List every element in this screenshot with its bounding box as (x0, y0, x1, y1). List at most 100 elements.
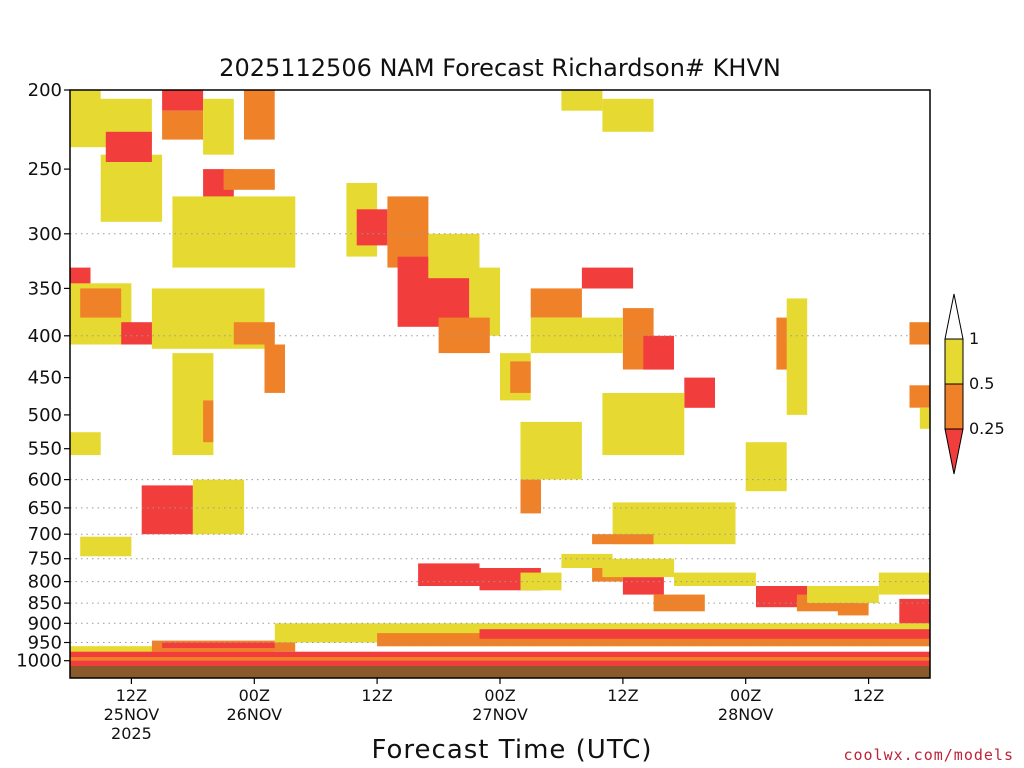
ri-region-low-57 (622, 577, 664, 595)
y-tick-label-800: 800 (28, 572, 62, 593)
ri-region-high-60 (674, 572, 756, 586)
y-tick-label-300: 300 (28, 224, 62, 245)
ri-region-low-69 (162, 642, 275, 649)
ri-region-high-52 (919, 407, 930, 429)
x-tick-label-54-0: 12Z (607, 686, 638, 705)
y-tick-label-850: 850 (28, 593, 62, 614)
y-tick-label-500: 500 (28, 405, 62, 426)
richardson-bins-layer (70, 90, 931, 666)
ri-region-low-20 (141, 485, 193, 535)
y-tick-label-900: 900 (28, 613, 62, 634)
y-tick-label-750: 750 (28, 549, 62, 570)
ri-region-high-9 (172, 196, 296, 268)
ri-region-mid-25 (387, 196, 429, 268)
y-tick-label-1000: 1000 (16, 651, 62, 672)
ri-region-mid-51 (909, 385, 930, 408)
ri-region-low-61 (756, 586, 808, 608)
y-tick-label-600: 600 (28, 470, 62, 491)
ri-region-high-49 (602, 98, 654, 132)
ri-region-mid-43 (520, 479, 541, 514)
colorbar-label-0.5: 0.5 (969, 374, 994, 393)
ri-region-high-22 (80, 536, 132, 557)
ri-region-mid-6 (244, 90, 275, 140)
colorbar-bin-0.25-0.5 (944, 383, 964, 430)
colorbar-legend: 1 0.5 0.25 (944, 293, 1005, 475)
colorbar-label-0.25: 0.25 (969, 419, 1005, 438)
ri-region-high-65 (878, 572, 930, 595)
y-axis-ticks: 200 250 300 350 400 450 500 550 600 650 700 7508008… (16, 80, 70, 672)
ri-region-high-42 (520, 421, 582, 480)
ri-region-low-34 (581, 267, 634, 289)
plot-area (69, 89, 931, 679)
ri-region-low-36 (643, 335, 674, 370)
ri-region-low-66 (899, 598, 930, 624)
ri-region-high-5 (203, 98, 234, 155)
x-tick-label-6-0: 12Z (116, 686, 147, 705)
ri-region-mid-29 (438, 317, 490, 354)
x-tick-label-66-0: 00Z (730, 686, 761, 705)
colorbar-bin-below-0.25 (944, 428, 964, 475)
ri-region-mid-4 (162, 110, 204, 140)
ri-region-high-1 (100, 154, 163, 222)
ri-region-high-63 (807, 586, 879, 604)
y-tick-label-350: 350 (28, 278, 62, 299)
colorbar-label-1: 1 (969, 329, 979, 348)
ri-region-low-37 (684, 377, 715, 408)
ri-region-low-73 (70, 651, 930, 661)
ri-region-low-75 (70, 660, 930, 666)
ri-region-mid-64 (837, 603, 869, 616)
y-tick-label-400: 400 (28, 326, 62, 347)
ri-region-high-41 (561, 553, 613, 568)
y-tick-label-250: 250 (28, 159, 62, 180)
credit-link[interactable]: coolwx.com/models (843, 746, 1014, 764)
x-axis-title: Forecast Time (UTC) (371, 735, 652, 765)
ri-region-mid-58 (653, 594, 705, 612)
ri-region-low-24 (356, 209, 388, 246)
x-tick-label-42-1: 27NOV (472, 705, 528, 724)
ri-region-low-3 (162, 90, 204, 111)
ri-region-low-72 (479, 629, 930, 639)
x-tick-label-6-2: 2025 (111, 724, 152, 743)
ri-region-mid-16 (264, 344, 285, 393)
x-tick-label-42-0: 00Z (484, 686, 515, 705)
ri-region-mid-74 (70, 657, 930, 663)
y-tick-label-950: 950 (28, 633, 62, 654)
x-tick-label-78-0: 12Z (853, 686, 884, 705)
ri-region-low-2 (105, 131, 152, 162)
chart-title: 2025112506 NAM Forecast Richardson# KHVN (219, 54, 781, 82)
x-tick-label-30-0: 12Z (361, 686, 392, 705)
ri-region-mid-40 (592, 534, 654, 545)
colorbar-bin-0.5-1 (944, 338, 964, 385)
gridlines-layer (70, 233, 930, 643)
ri-region-high-47 (70, 90, 101, 111)
ri-region-high-48 (561, 90, 603, 111)
ri-region-mid-15 (233, 322, 275, 345)
ri-region-mid-12 (80, 288, 122, 318)
x-tick-label-66-1: 28NOV (718, 705, 774, 724)
y-tick-label-550: 550 (28, 439, 62, 460)
ri-region-mid-19 (203, 400, 214, 443)
x-tick-label-6-1: 25NOV (104, 705, 160, 724)
ri-region-high-46 (786, 298, 808, 415)
ri-region-high-17 (70, 432, 101, 456)
x-tick-label-18-1: 26NOV (227, 705, 283, 724)
ri-region-high-55 (520, 572, 562, 591)
y-tick-label-650: 650 (28, 498, 62, 519)
y-tick-label-200: 200 (28, 80, 62, 101)
ri-region-low-53 (418, 563, 480, 586)
ri-region-high-21 (192, 479, 245, 535)
x-tick-label-18-0: 00Z (239, 686, 270, 705)
ri-region-mid-50 (909, 322, 930, 345)
colorbar-top-arrow (944, 293, 964, 340)
y-tick-label-700: 700 (28, 524, 62, 545)
ri-region-high-59 (602, 558, 675, 578)
y-tick-label-450: 450 (28, 368, 62, 389)
ri-region-mid-31 (510, 361, 531, 393)
ri-region-high-38 (602, 393, 685, 456)
ri-region-mid-8 (223, 169, 275, 190)
ground-strip (70, 666, 930, 678)
ri-region-high-44 (745, 442, 787, 492)
ri-region-mid-32 (530, 288, 582, 318)
